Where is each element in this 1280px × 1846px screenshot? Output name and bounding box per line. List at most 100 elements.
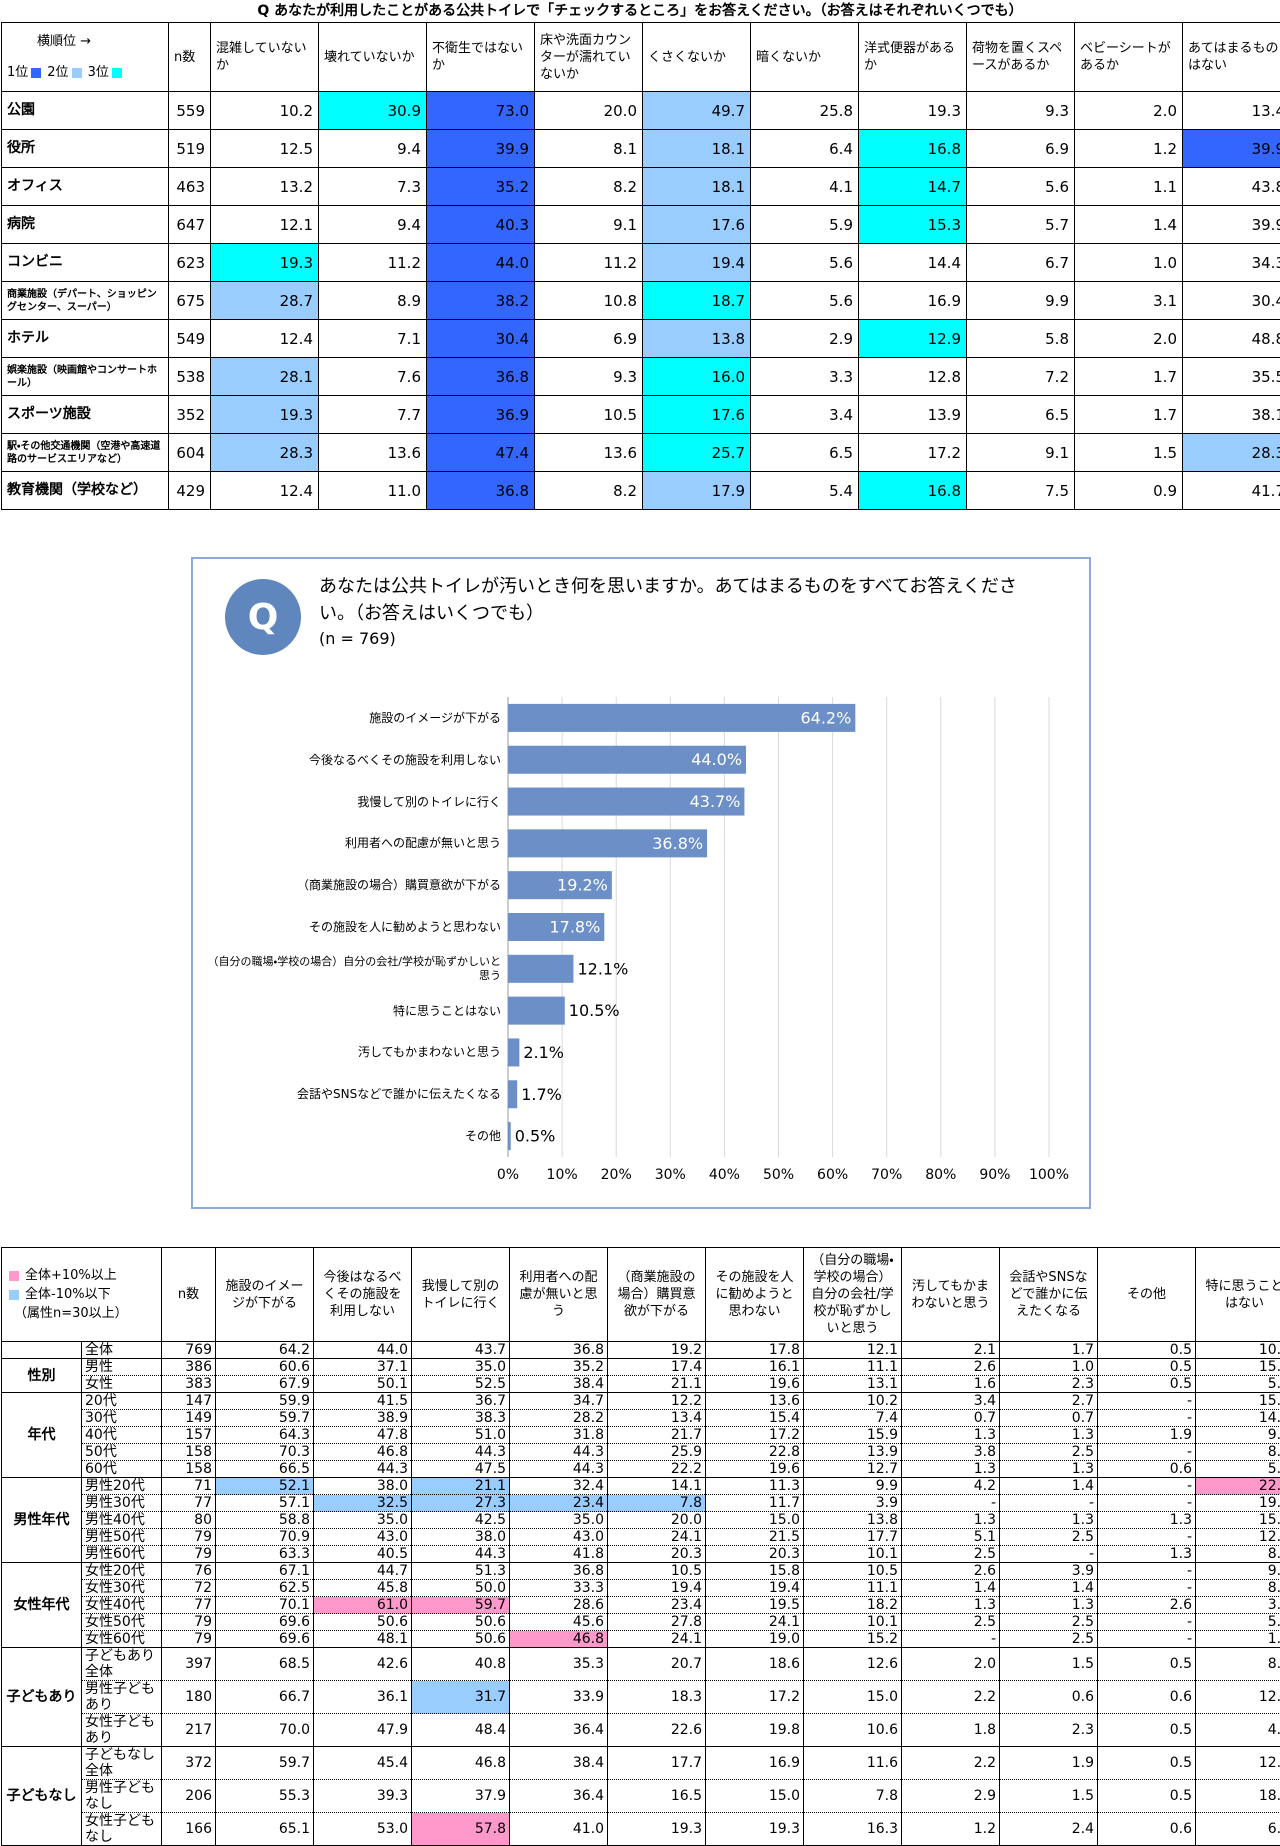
cell: 8.1 [535,130,643,168]
cell: 12.4 [211,472,319,510]
cell: 69.6 [216,1631,314,1648]
cell: 19.5 [706,1597,804,1614]
group-label: 男性年代 [2,1478,82,1563]
cell: 36.1 [314,1681,412,1714]
n-count: 463 [169,168,211,206]
row-label: 20代 [82,1393,162,1410]
cell: 17.7 [608,1747,706,1780]
group-label: 年代 [2,1393,82,1478]
cell: 33.3 [510,1580,608,1597]
cell: 13.9 [859,396,967,434]
row-label: 教育機関（学校など） [2,472,169,510]
cell: 9.3 [967,92,1075,130]
cell: 1.4 [1075,206,1183,244]
x-tick-label: 80% [925,1167,956,1183]
legend-note: （属性n=30以上） [14,1304,157,1323]
cell: 39.9 [1183,206,1280,244]
cell: 35.0 [510,1512,608,1529]
cell: 2.4 [1000,1813,1098,1846]
n-count: 549 [169,320,211,358]
cell: 70.3 [216,1444,314,1461]
cell: 16.5 [608,1780,706,1813]
row-label: 娯楽施設（映画館やコンサートホール） [2,358,169,396]
cell: 8.9 [1196,1546,1280,1563]
cell: 1.0 [1075,244,1183,282]
cell: 19.0 [706,1631,804,1648]
cell: 43.0 [314,1529,412,1546]
cell: 7.4 [804,1410,902,1427]
column-header: 壊れていないか [319,23,427,92]
legend-swatch [9,1290,19,1300]
category-label: その施設を人に勧めようと思わない [201,920,501,934]
cell: 41.7 [1183,472,1280,510]
row-label: スポーツ施設 [2,396,169,434]
n-count: 769 [162,1342,216,1359]
cell: 5.6 [967,168,1075,206]
cell: 1.8 [902,1714,1000,1747]
value-label: 2.1% [523,1043,564,1062]
cell: - [1098,1529,1196,1546]
cell: 21.5 [706,1529,804,1546]
cell: 18.2 [804,1597,902,1614]
cell: 45.8 [314,1580,412,1597]
row-label: 駅・その他交通機関（空港や高速道路のサービスエリアなど） [2,434,169,472]
value-label: 0.5% [515,1127,556,1146]
cell: 2.9 [902,1780,1000,1813]
cell: 16.0 [643,358,751,396]
cell: 1.3 [1000,1512,1098,1529]
x-tick-label: 100% [1029,1167,1069,1183]
cell: 0.5 [1098,1780,1196,1813]
cell: 42.5 [412,1512,510,1529]
cell: 8.3 [1196,1580,1280,1597]
cell: 15.5 [1196,1359,1280,1376]
cell: 11.6 [804,1747,902,1780]
row-label: 60代 [82,1461,162,1478]
cell: 20.0 [608,1512,706,1529]
value-label: 64.2% [800,708,851,727]
cell: 11.1 [804,1359,902,1376]
row-label: 50代 [82,1444,162,1461]
cell: 30.4 [427,320,535,358]
bar [508,1038,519,1066]
cell: 47.9 [314,1714,412,1747]
cell: 12.1 [211,206,319,244]
cell: - [1000,1495,1098,1512]
cell: 14.4 [859,244,967,282]
n-count: 429 [169,472,211,510]
cell: 10.5 [1196,1342,1280,1359]
cell: 19.3 [211,244,319,282]
cell: 35.3 [510,1648,608,1681]
cell: 3.9 [804,1495,902,1512]
cell: 12.2 [608,1393,706,1410]
cell: 5.9 [751,206,859,244]
row-label: 男性30代 [82,1495,162,1512]
row-label: 男性60代 [82,1546,162,1563]
n-count: 383 [162,1376,216,1393]
cell: 3.9 [1196,1597,1280,1614]
cell: 13.6 [535,434,643,472]
category-label: 会話やSNSなどで誰かに伝えたくなる [201,1087,501,1101]
cell: 22.2 [608,1461,706,1478]
row-label: 女性 [82,1376,162,1393]
cell: 40.3 [427,206,535,244]
cell: 2.6 [902,1359,1000,1376]
cell: 69.6 [216,1614,314,1631]
cell: 15.9 [804,1427,902,1444]
cell: 38.3 [412,1410,510,1427]
legend-label: 2位 [47,65,68,80]
cell: 18.3 [608,1681,706,1714]
cell: 12.9 [1196,1747,1280,1780]
row-label: 女性40代 [82,1597,162,1614]
cell: 52.1 [216,1478,314,1495]
row-label: コンビニ [2,244,169,282]
cell: 7.2 [967,358,1075,396]
cell: 3.4 [751,396,859,434]
cell: 11.7 [706,1495,804,1512]
cell: 13.6 [706,1393,804,1410]
cell: 17.2 [706,1681,804,1714]
cell: 35.2 [427,168,535,206]
cell: 60.6 [216,1359,314,1376]
